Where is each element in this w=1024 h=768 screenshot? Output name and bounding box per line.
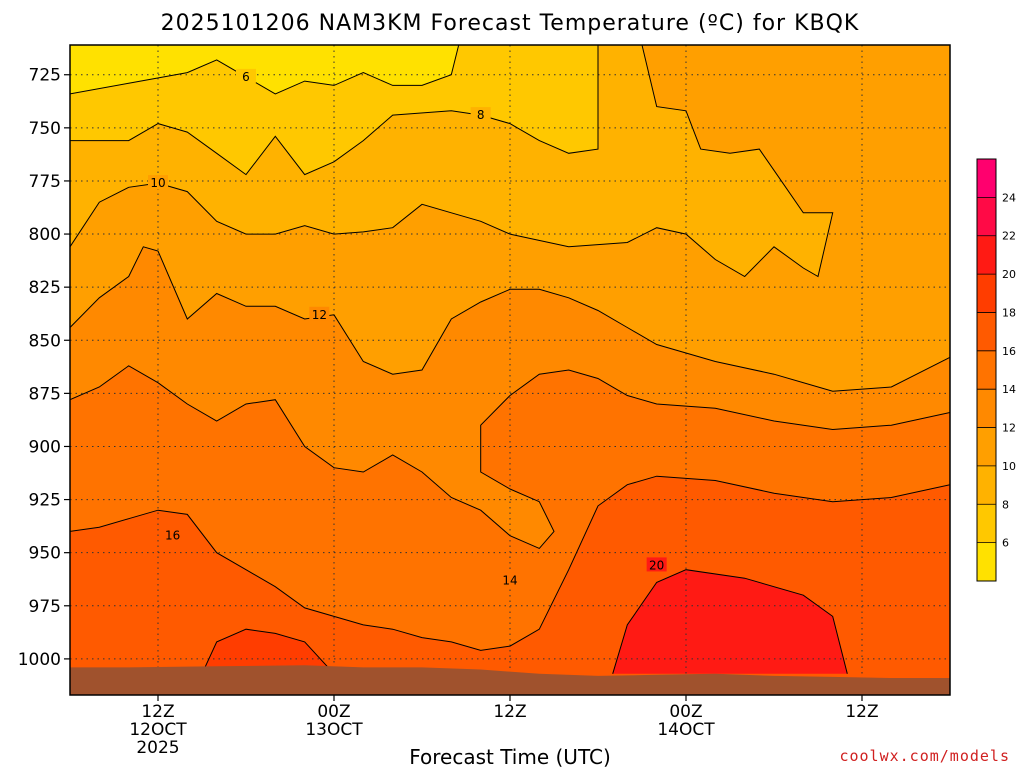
surface-terrain [70, 665, 950, 695]
colorbar-swatch [977, 542, 996, 582]
colorbar-swatch [977, 235, 996, 275]
x-tick-label: 14OCT [657, 720, 715, 740]
x-axis-label: Forecast Time (UTC) [409, 745, 611, 768]
contour-line-8 [70, 45, 599, 176]
contour-label: 8 [477, 108, 485, 122]
fill-band [612, 569, 848, 674]
colorbar-tick-label: 8 [1002, 498, 1009, 511]
contour-label-bg [500, 572, 520, 587]
watermark: coolwx.com/models [839, 747, 1010, 765]
contour-label: 6 [242, 70, 250, 84]
y-tick-label: 1000 [18, 650, 61, 670]
y-tick-label: 950 [29, 544, 61, 564]
colorbar-tick-label: 14 [1002, 383, 1016, 396]
fill-band [202, 629, 334, 674]
contour-line-20 [612, 569, 848, 674]
x-tick-label: 12Z [493, 702, 526, 722]
x-tick-label: 12Z [845, 702, 878, 722]
contour-label-bg [148, 175, 168, 190]
chart-title: 2025101206 NAM3KM Forecast Temperature (… [161, 11, 860, 36]
y-tick-label: 800 [29, 225, 61, 245]
colorbar-swatch [977, 159, 996, 198]
y-tick-label: 750 [29, 119, 61, 139]
grid-layer [70, 45, 950, 695]
x-tick-label: 00Z [317, 702, 350, 722]
x-tick-label: 12Z [141, 702, 174, 722]
x-tick-label: 13OCT [305, 720, 363, 740]
y-tick-label: 725 [29, 66, 61, 86]
colorbar-frame [976, 158, 997, 582]
colorbar-tick-label: 24 [1002, 191, 1016, 204]
x-tick-label: 00Z [669, 702, 702, 722]
contour-label: 10 [150, 176, 165, 190]
colorbar-swatch [977, 312, 996, 352]
y-tick-label: 900 [29, 437, 61, 457]
y-tick-label: 850 [29, 331, 61, 351]
colorbar-tick-label: 20 [1002, 268, 1016, 281]
y-tick-label: 825 [29, 278, 61, 298]
colorbar-tick-label: 10 [1002, 460, 1016, 473]
contour-line-18 [201, 628, 335, 675]
colorbar-swatch [977, 389, 996, 429]
colorbar-tick-label: 18 [1002, 306, 1016, 319]
contour-label-bg [470, 107, 491, 122]
colorbar-swatch [977, 197, 996, 237]
contour-label: 16 [165, 529, 180, 543]
colorbar-swatch [977, 465, 996, 505]
contour-label: 12 [312, 308, 327, 322]
colorbar-tick-label: 6 [1002, 537, 1009, 550]
colorbar-tick-label: 22 [1002, 230, 1016, 243]
contour-label: 20 [649, 558, 664, 572]
contour-label: 14 [502, 573, 517, 587]
colorbar: 6 8 10 12 14 16 18 20 22 24 [976, 158, 1016, 582]
colorbar-tick-label: 12 [1002, 422, 1016, 435]
y-axis: 725 750 775 800 825 850 875 900 925 950 975 1000 [18, 66, 70, 670]
colorbar-swatch [977, 274, 996, 313]
contour-line-12 [70, 246, 950, 392]
contour-layer: 6 8 10 12 14 16 20 [70, 45, 950, 675]
colorbar-swatch [977, 350, 996, 390]
x-tick-label: 12OCT [129, 720, 187, 740]
contour-label-bg [162, 527, 183, 542]
y-tick-label: 875 [29, 384, 61, 404]
contour-line-16 [70, 475, 950, 651]
plot-area: 6 8 10 12 14 16 20 [70, 45, 950, 695]
contour-label-bg [236, 68, 256, 83]
contour-line-14 [70, 365, 950, 550]
y-tick-label: 925 [29, 491, 61, 511]
contour-line-6 [70, 45, 460, 95]
y-tick-label: 975 [29, 597, 61, 617]
y-tick-label: 775 [29, 172, 61, 192]
contour-label-bg [309, 306, 330, 321]
x-tick-label: 2025 [136, 738, 179, 758]
colorbar-tick-label: 16 [1002, 345, 1016, 358]
colorbar-swatch [977, 427, 996, 467]
colorbar-swatch [977, 504, 996, 544]
contour-label-bg [646, 557, 667, 572]
contour-line-10 [70, 45, 834, 278]
